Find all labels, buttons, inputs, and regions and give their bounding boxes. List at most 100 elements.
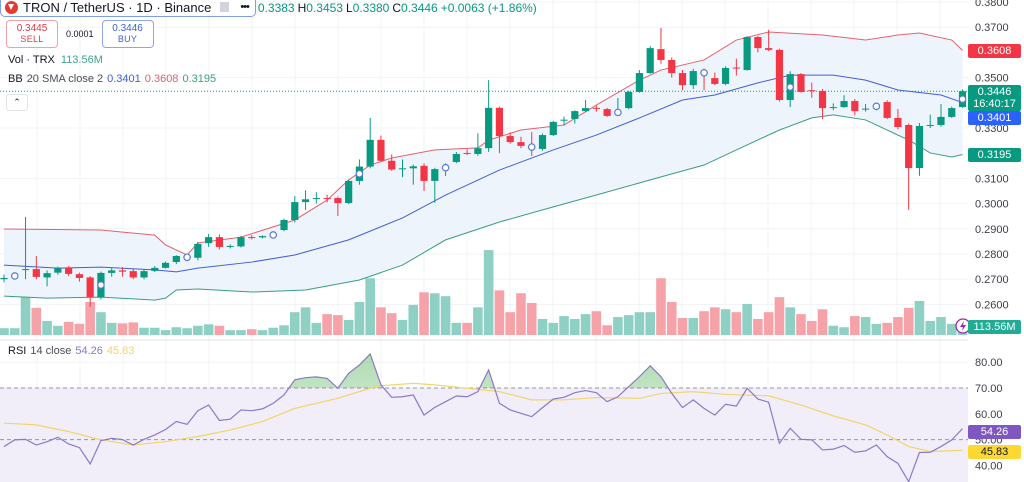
symbol-title-box[interactable]: TRON / TetherUS · 1D · Binance ••• xyxy=(0,0,256,17)
candle xyxy=(915,122,924,176)
volume-bar xyxy=(946,323,957,335)
event-marker-icon xyxy=(614,108,622,117)
candle-body xyxy=(226,245,234,247)
candle xyxy=(65,266,73,277)
candle-body xyxy=(775,49,784,101)
volume-bar xyxy=(720,309,731,335)
bb-legend[interactable]: BB 20 SMA close 2 0.3401 0.3608 0.3195 xyxy=(8,73,216,85)
volume-bar xyxy=(343,319,354,335)
candle-body xyxy=(323,198,331,200)
chevron-up-icon: ⌃ xyxy=(13,97,21,107)
price-tick-label: 0.2700 xyxy=(975,274,1009,286)
candle-body xyxy=(161,262,170,268)
candle-body xyxy=(312,198,320,200)
candle-body xyxy=(108,270,116,273)
candle-body xyxy=(474,148,482,154)
volume-bar xyxy=(171,327,182,335)
bb-basis-badge: 0.3401 xyxy=(968,111,1021,125)
volume-bar xyxy=(279,325,289,335)
candle xyxy=(571,110,579,124)
flag-icon[interactable] xyxy=(220,2,230,12)
candle xyxy=(894,109,902,130)
price-tick-label: 0.3500 xyxy=(975,73,1009,85)
symbol-title: TRON / TetherUS · 1D · Binance xyxy=(23,0,212,15)
close-label: C xyxy=(392,1,402,15)
candle xyxy=(657,27,665,64)
candle-body xyxy=(915,125,924,169)
volume-bar xyxy=(688,318,699,335)
candle-body xyxy=(291,202,299,220)
candle-body xyxy=(657,49,665,60)
volume-bar xyxy=(570,318,580,335)
volume-bar xyxy=(139,327,149,335)
volume-bar xyxy=(516,293,526,335)
price-tick-label: 0.2800 xyxy=(975,249,1009,261)
candle-body xyxy=(377,139,385,161)
candle xyxy=(905,123,913,210)
candle-body xyxy=(592,107,600,109)
volume-bar xyxy=(440,296,451,335)
volume-bar xyxy=(817,309,828,335)
rsi-tick-label: 70.00 xyxy=(975,383,1003,395)
candle-body xyxy=(172,256,180,263)
volume-bar xyxy=(785,307,796,335)
candle xyxy=(517,136,525,149)
volume-bar xyxy=(236,330,246,335)
candle-body xyxy=(646,48,654,74)
candle xyxy=(678,70,687,91)
candle-body xyxy=(883,102,891,118)
candle-body xyxy=(506,136,514,143)
candle-body xyxy=(205,237,213,244)
rsi-band-fill xyxy=(0,388,968,482)
candle-body xyxy=(754,37,762,49)
rsi-value: 54.26 xyxy=(75,345,103,357)
rsi-ma-line xyxy=(3,382,963,453)
buy-price: 0.3446 xyxy=(112,23,143,34)
volume-bar xyxy=(666,301,677,335)
candle xyxy=(301,190,310,210)
candle-body xyxy=(808,90,816,92)
volume-bar xyxy=(613,317,623,335)
volume-bar xyxy=(20,282,31,335)
volume-bar xyxy=(9,328,20,335)
volume-bar xyxy=(430,293,440,335)
event-marker-icon xyxy=(441,163,450,172)
volume-bar xyxy=(42,320,52,335)
bb-basis-value: 0.3401 xyxy=(107,73,141,85)
change-value: +0.0063 (+1.86%) xyxy=(440,1,537,15)
volume-legend[interactable]: Vol · TRX 113.56M xyxy=(8,54,103,66)
candle xyxy=(646,46,654,74)
candle xyxy=(797,73,805,93)
volume-bar xyxy=(322,314,332,335)
candle-body xyxy=(840,101,848,108)
price-tick-label: 0.3100 xyxy=(975,173,1009,185)
candle-body xyxy=(721,68,730,84)
bb-upper-badge: 0.3608 xyxy=(968,44,1021,58)
rsi-legend[interactable]: RSI 14 close 54.26 45.83 xyxy=(8,345,134,357)
volume-bar xyxy=(473,307,483,335)
rsi-tick-label: 60.00 xyxy=(975,409,1003,421)
candle xyxy=(775,48,784,102)
candle-body xyxy=(118,270,127,272)
last-price-badge: 0.3446 16:40:17 xyxy=(968,85,1021,111)
candle xyxy=(54,266,62,275)
price-tick-label: 0.3300 xyxy=(975,123,1009,135)
volume-bar xyxy=(882,322,892,335)
volume-bar xyxy=(300,307,311,335)
volume-bar xyxy=(559,316,569,335)
candle-body xyxy=(862,108,870,110)
candle-body xyxy=(743,37,751,71)
event-marker-icon xyxy=(183,253,191,262)
price-axis[interactable]: 0.3800 0.3700 0.3500 0.3300 0.3100 0.3000 0.29… xyxy=(968,0,1024,482)
volume-bar xyxy=(699,311,709,335)
sell-button[interactable]: 0.3445 SELL xyxy=(6,20,58,48)
candle-body xyxy=(431,169,439,181)
candle-body xyxy=(495,107,504,137)
collapse-legend-button[interactable]: ⌃ xyxy=(6,94,28,111)
volume-bar xyxy=(117,323,128,335)
more-icon[interactable]: ••• xyxy=(240,1,250,13)
ohlc-readout: 0.3383 H 0.3453 L 0.3380 C 0.3446 +0.0063 (… xyxy=(258,1,537,15)
buy-button[interactable]: 0.3446 BUY xyxy=(101,20,154,48)
candle xyxy=(495,106,504,154)
